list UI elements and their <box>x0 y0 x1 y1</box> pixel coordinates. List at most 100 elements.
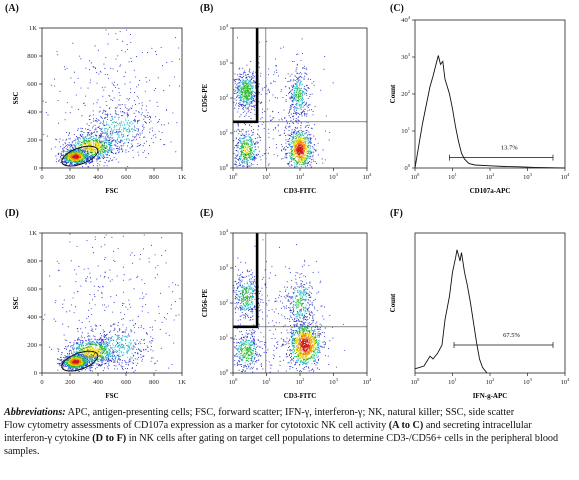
event-dot <box>305 152 307 154</box>
event-dot <box>103 109 105 111</box>
event-dot <box>62 144 64 146</box>
event-dot <box>286 152 288 154</box>
event-dot <box>107 129 109 131</box>
event-dot <box>241 105 243 107</box>
event-dot <box>81 127 83 130</box>
event-dot <box>97 139 99 141</box>
event-dot <box>291 149 293 151</box>
event-dot <box>116 125 118 127</box>
event-dot <box>315 149 317 151</box>
event-dot <box>243 162 246 164</box>
event-dot <box>99 136 101 138</box>
event-dot <box>239 92 241 94</box>
event-dot <box>291 150 293 152</box>
event-dot <box>69 156 71 158</box>
event-dot <box>249 152 251 154</box>
event-dot <box>292 86 294 88</box>
event-dot <box>307 162 310 164</box>
event-dot <box>104 337 106 339</box>
event-dot <box>126 116 129 118</box>
event-dot <box>246 96 248 98</box>
event-dot <box>300 147 302 149</box>
event-dot <box>109 136 111 139</box>
event-dot <box>90 133 93 135</box>
event-dot <box>109 130 112 132</box>
event-dot <box>121 336 123 338</box>
event-dot <box>75 142 77 144</box>
event-dot <box>241 93 243 95</box>
event-dot <box>131 130 133 132</box>
event-dot <box>297 141 299 143</box>
event-dot <box>111 137 113 140</box>
event-dot <box>253 97 255 99</box>
event-dot <box>313 135 315 137</box>
event-dot <box>80 58 82 60</box>
event-dot <box>114 125 116 127</box>
event-dot <box>239 102 241 104</box>
event-dot <box>96 139 98 141</box>
event-dot <box>73 163 75 165</box>
event-dot <box>139 144 141 147</box>
event-dot <box>85 143 87 145</box>
event-dot <box>294 93 296 95</box>
event-dot <box>72 156 74 158</box>
event-dot <box>95 118 97 120</box>
event-dot <box>80 149 82 151</box>
event-dot <box>91 154 93 156</box>
event-dot <box>105 150 107 152</box>
event-dot <box>246 98 248 100</box>
event-dot <box>309 78 312 80</box>
event-dot <box>298 152 301 154</box>
event-dot <box>69 155 71 157</box>
x-tick-label: 103 <box>523 172 533 181</box>
event-dot <box>130 107 132 109</box>
event-dot <box>235 86 237 88</box>
event-dot <box>302 67 304 70</box>
event-dot <box>244 91 246 93</box>
event-dot <box>237 145 239 147</box>
event-dot <box>107 142 109 144</box>
event-dot <box>247 159 249 161</box>
event-dot <box>239 97 241 99</box>
event-dot <box>249 71 251 74</box>
event-dot <box>57 153 59 155</box>
event-dot <box>115 33 117 35</box>
event-dot <box>84 137 86 139</box>
event-dot <box>77 161 79 163</box>
event-dot <box>83 161 85 163</box>
event-dot <box>160 46 162 49</box>
event-dot <box>294 87 296 89</box>
event-dot <box>90 281 92 283</box>
event-dot <box>119 94 121 97</box>
event-dot <box>252 157 254 159</box>
event-dot <box>137 143 139 145</box>
event-dot <box>248 86 250 88</box>
event-dot <box>81 158 84 160</box>
event-dot <box>249 102 251 104</box>
event-dot <box>68 134 70 136</box>
y-tick-exponent: 2 <box>408 89 410 94</box>
event-dot <box>83 137 85 139</box>
event-dot <box>116 130 118 132</box>
event-dot <box>242 73 245 75</box>
event-dot <box>309 145 312 147</box>
event-dot <box>244 105 246 107</box>
event-dot <box>260 102 262 104</box>
event-dot <box>108 77 110 79</box>
event-dot <box>292 99 295 101</box>
event-dot <box>295 106 297 108</box>
event-dot <box>302 99 304 101</box>
event-dot <box>295 103 297 105</box>
event-dot <box>86 154 88 156</box>
event-dot <box>104 161 106 164</box>
event-dot <box>312 156 314 158</box>
event-dot <box>72 154 74 156</box>
event-dot <box>249 69 251 71</box>
event-dot <box>291 103 293 106</box>
event-dot <box>80 127 82 129</box>
event-dot <box>98 152 100 154</box>
event-dot <box>108 144 110 146</box>
event-dot <box>78 158 80 161</box>
event-dot <box>45 112 47 114</box>
y-tick-exponent: 3 <box>226 58 229 63</box>
